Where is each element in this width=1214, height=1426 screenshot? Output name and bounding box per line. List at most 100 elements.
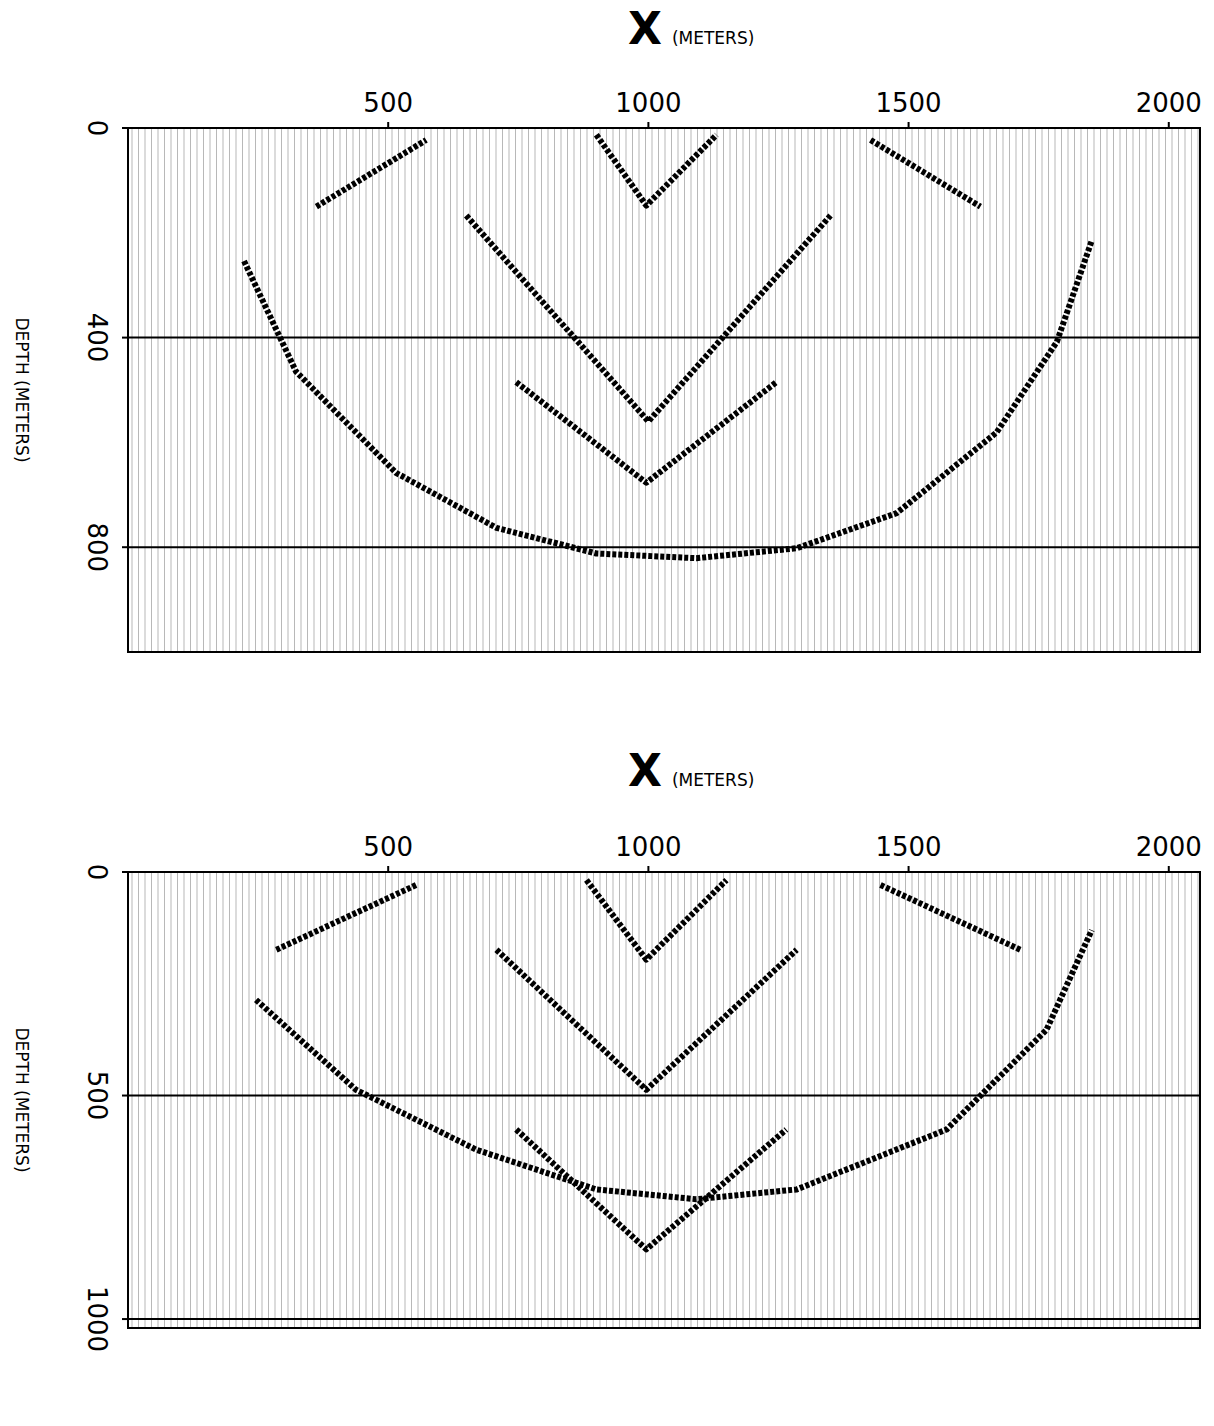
x-title: X <box>628 3 662 54</box>
x-tick-label: 1500 <box>875 88 941 118</box>
trace <box>268 872 269 1328</box>
trace <box>1022 872 1023 1328</box>
trace <box>782 872 783 1328</box>
trace <box>691 872 692 1328</box>
trace <box>1081 872 1082 1328</box>
trace <box>548 872 549 1328</box>
trace <box>1003 128 1004 652</box>
trace <box>697 872 698 1328</box>
trace <box>983 128 984 652</box>
x-tick <box>387 866 389 872</box>
trace <box>951 872 952 1328</box>
trace <box>704 128 705 652</box>
trace <box>613 128 614 652</box>
trace <box>1185 128 1186 652</box>
trace <box>743 128 744 652</box>
trace <box>918 872 919 1328</box>
trace <box>834 128 835 652</box>
trace <box>671 872 672 1328</box>
trace <box>964 128 965 652</box>
trace <box>691 128 692 652</box>
trace <box>782 128 783 652</box>
trace <box>476 128 477 652</box>
trace <box>535 872 536 1328</box>
y-tick-label: 800 <box>82 522 112 572</box>
trace <box>1120 128 1121 652</box>
trace <box>301 128 302 652</box>
x-tick <box>908 122 910 128</box>
trace <box>437 128 438 652</box>
trace <box>372 128 373 652</box>
y-tick <box>122 337 128 339</box>
trace <box>307 872 308 1328</box>
trace <box>171 128 172 652</box>
trace <box>1133 128 1134 652</box>
event-curve <box>516 1130 786 1250</box>
trace <box>385 128 386 652</box>
x-tick-label: 1500 <box>875 832 941 862</box>
trace <box>1139 872 1140 1328</box>
trace <box>866 128 867 652</box>
trace <box>970 872 971 1328</box>
trace <box>652 128 653 652</box>
trace <box>821 128 822 652</box>
trace <box>574 872 575 1328</box>
x-tick <box>1168 866 1170 872</box>
trace <box>216 872 217 1328</box>
trace <box>899 872 900 1328</box>
x-title: X <box>628 745 662 796</box>
trace <box>281 128 282 652</box>
trace <box>873 128 874 652</box>
trace <box>840 128 841 652</box>
trace <box>171 872 172 1328</box>
x-title-unit: (METERS) <box>672 770 754 790</box>
trace <box>1035 128 1036 652</box>
y-tick <box>122 1318 128 1320</box>
trace <box>1185 872 1186 1328</box>
trace <box>255 128 256 652</box>
trace <box>327 128 328 652</box>
y-tick-label: 0 <box>82 864 112 881</box>
trace <box>158 872 159 1328</box>
event-curve <box>244 241 1092 559</box>
trace <box>1100 872 1101 1328</box>
trace <box>964 872 965 1328</box>
trace <box>879 872 880 1328</box>
trace <box>619 872 620 1328</box>
trace <box>307 128 308 652</box>
trace <box>541 128 542 652</box>
trace <box>210 872 211 1328</box>
trace <box>1035 872 1036 1328</box>
trace <box>1094 128 1095 652</box>
trace <box>203 128 204 652</box>
x-tick-label: 500 <box>363 832 413 862</box>
plot-frame <box>128 128 1200 652</box>
trace <box>1113 128 1114 652</box>
trace <box>268 128 269 652</box>
panel: 500100015002000X(METERS)05001000DEPTH (M… <box>12 745 1202 1352</box>
trace <box>905 872 906 1328</box>
trace <box>236 872 237 1328</box>
trace <box>164 128 165 652</box>
trace <box>931 128 932 652</box>
trace <box>905 128 906 652</box>
trace <box>424 128 425 652</box>
trace <box>320 872 321 1328</box>
trace <box>944 128 945 652</box>
y-tick <box>122 1095 128 1097</box>
trace <box>990 872 991 1328</box>
trace <box>353 128 354 652</box>
trace <box>450 128 451 652</box>
trace <box>496 872 497 1328</box>
event-curve <box>316 140 426 207</box>
x-tick <box>647 122 649 128</box>
trace <box>834 872 835 1328</box>
trace <box>184 128 185 652</box>
x-tick-label: 2000 <box>1136 832 1202 862</box>
trace <box>275 128 276 652</box>
trace <box>567 128 568 652</box>
trace <box>489 128 490 652</box>
x-tick <box>1168 122 1170 128</box>
trace <box>723 128 724 652</box>
trace <box>756 872 757 1328</box>
